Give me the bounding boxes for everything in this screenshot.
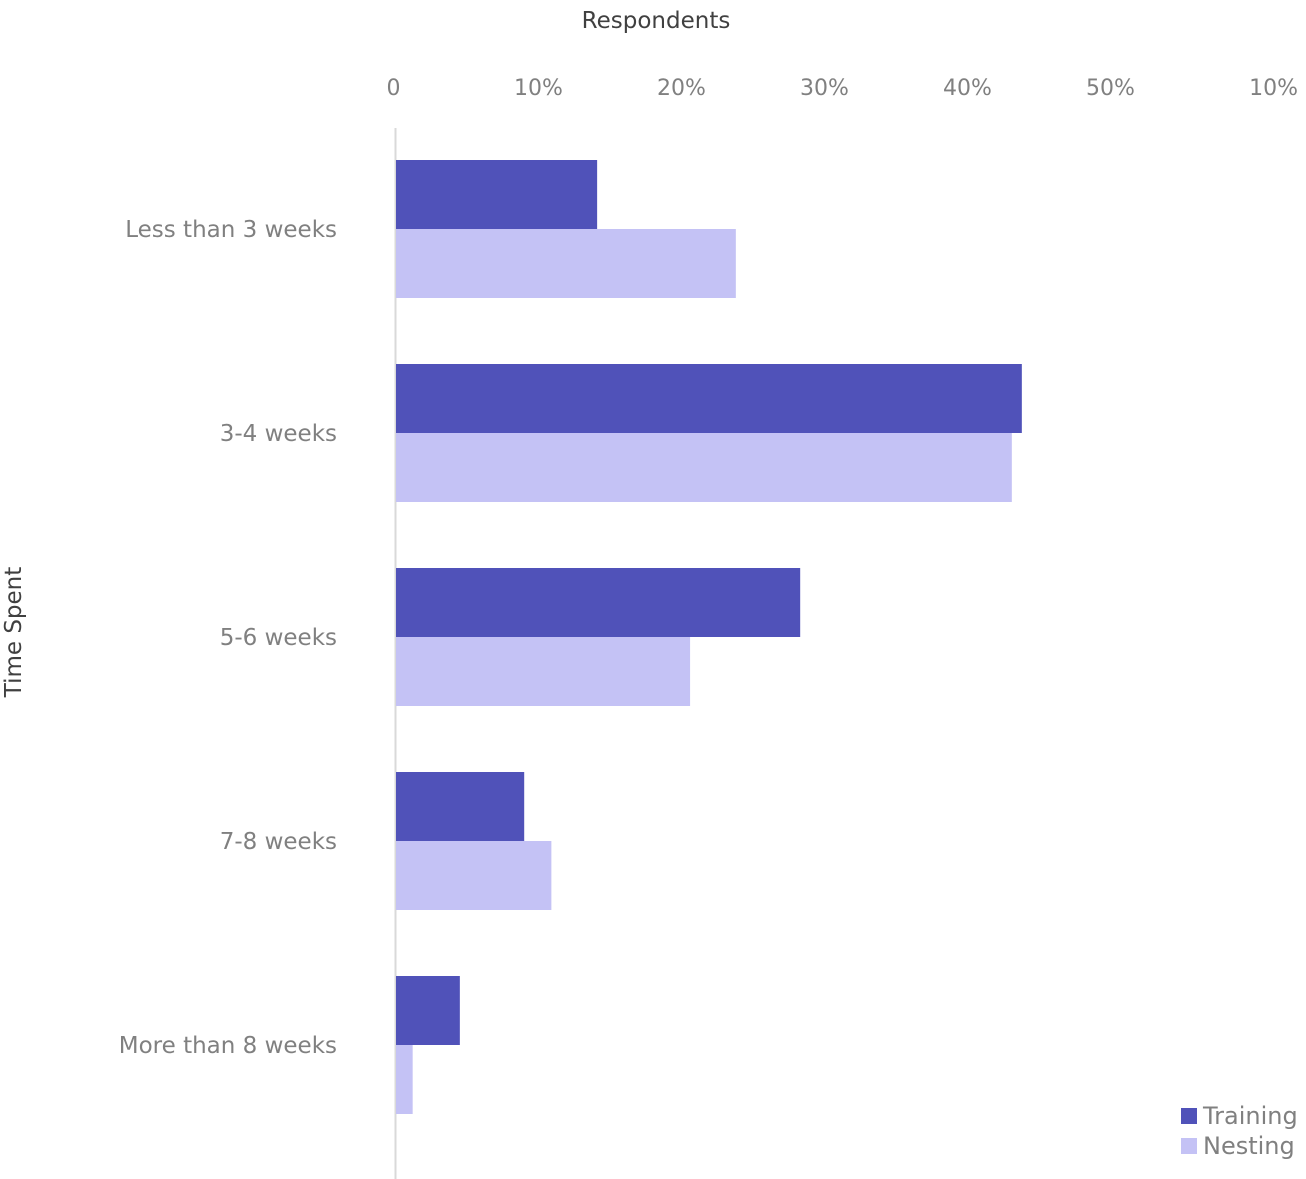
legend-swatch-training xyxy=(1181,1108,1197,1124)
category-label: 5-6 weeks xyxy=(220,625,337,651)
legend-label-training: Training xyxy=(1202,1102,1298,1130)
bar-training xyxy=(396,568,801,637)
y-axis-title: Time Spent xyxy=(1,567,27,699)
x-tick-label: 50% xyxy=(1086,76,1135,101)
x-tick-labels: 0 10% 20% 30% 40% 50% 10% xyxy=(387,76,1299,101)
bar-nesting xyxy=(396,229,736,298)
category-labels: Less than 3 weeks 3-4 weeks 5-6 weeks 7-8 w… xyxy=(119,217,337,1059)
category-label: More than 8 weeks xyxy=(119,1033,337,1059)
bar-nesting xyxy=(396,1045,413,1114)
category-label: 3-4 weeks xyxy=(220,421,337,447)
category-label: Less than 3 weeks xyxy=(125,217,337,243)
x-tick-label: 10% xyxy=(514,76,563,101)
bar-nesting xyxy=(396,433,1012,502)
x-tick-label: 40% xyxy=(943,76,992,101)
bar-training xyxy=(396,976,460,1045)
bar-nesting xyxy=(396,637,691,706)
x-tick-label: 0 xyxy=(387,76,401,101)
bar-training xyxy=(396,364,1022,433)
bar-training xyxy=(396,160,598,229)
x-tick-label: 30% xyxy=(800,76,849,101)
bar-nesting xyxy=(396,841,552,910)
category-label: 7-8 weeks xyxy=(220,829,337,855)
bar-training xyxy=(396,772,525,841)
x-axis-title: Respondents xyxy=(582,8,731,34)
bars xyxy=(396,160,1022,1114)
x-tick-label: 10% xyxy=(1249,76,1298,101)
legend-label-nesting: Nesting xyxy=(1203,1132,1295,1160)
legend-swatch-nesting xyxy=(1181,1138,1197,1154)
x-tick-label: 20% xyxy=(657,76,706,101)
